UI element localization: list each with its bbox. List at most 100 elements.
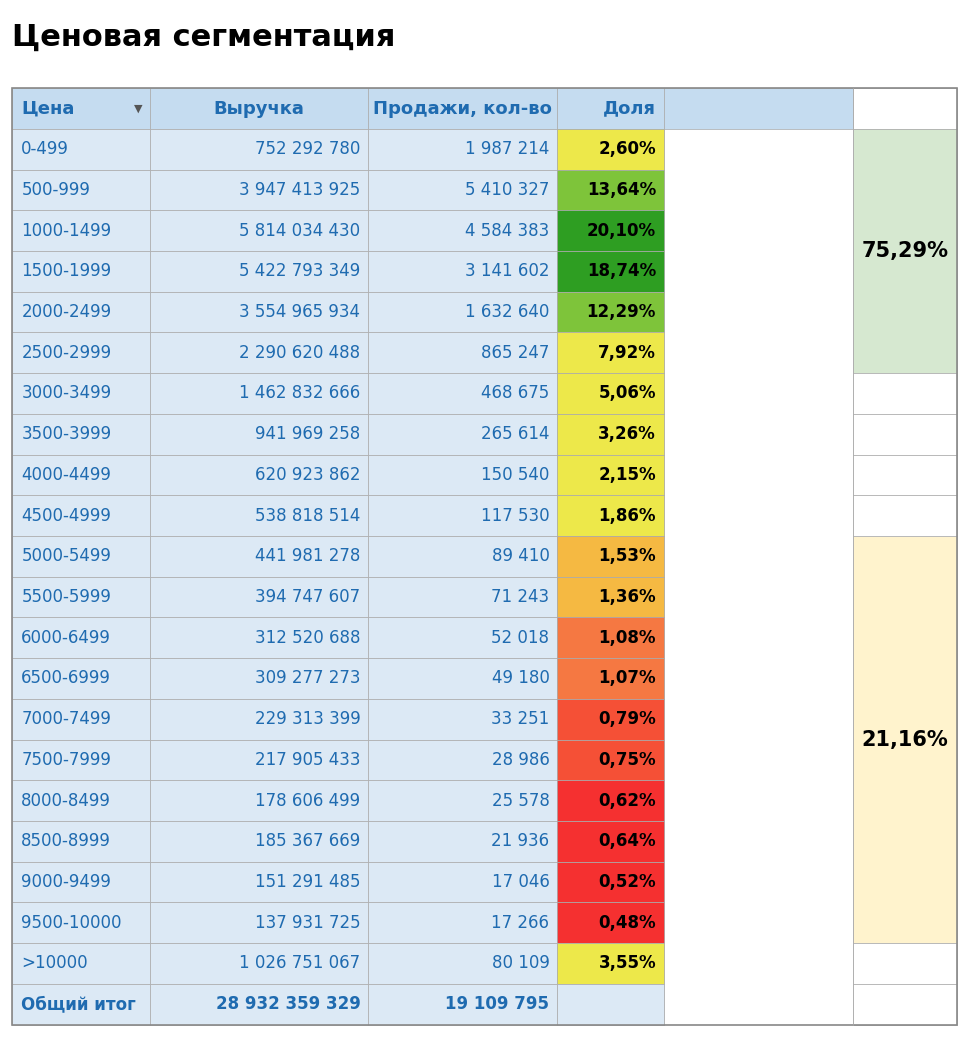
Bar (368, 739, 557, 780)
Bar (368, 577, 557, 617)
Bar (12, 902, 150, 943)
Bar (557, 577, 664, 617)
Bar (368, 496, 557, 536)
Text: 1,36%: 1,36% (599, 588, 656, 606)
Text: 178 606 499: 178 606 499 (256, 791, 360, 810)
Bar (150, 211, 368, 251)
Text: 5500-5999: 5500-5999 (21, 588, 111, 606)
Text: Ценовая сегментация: Ценовая сегментация (12, 23, 395, 52)
Bar (12, 414, 150, 454)
Bar (150, 333, 368, 373)
Bar (557, 984, 664, 1025)
Text: 75,29%: 75,29% (861, 241, 949, 261)
Text: 151 291 485: 151 291 485 (255, 873, 360, 891)
Bar (368, 291, 557, 333)
Bar (557, 251, 664, 291)
Text: 8500-8999: 8500-8999 (21, 833, 111, 850)
Text: 1 632 640: 1 632 640 (465, 303, 549, 321)
Bar (12, 699, 150, 739)
Bar (557, 536, 664, 577)
Bar (557, 291, 664, 333)
Bar (12, 780, 150, 821)
Text: 0,64%: 0,64% (599, 833, 656, 850)
Bar (557, 496, 664, 536)
Text: 865 247: 865 247 (481, 344, 549, 362)
Bar (368, 984, 557, 1025)
Text: 4000-4499: 4000-4499 (21, 466, 111, 484)
Bar (557, 902, 664, 943)
Text: 20,10%: 20,10% (587, 222, 656, 240)
Text: 52 018: 52 018 (491, 628, 549, 647)
Text: 12,29%: 12,29% (586, 303, 656, 321)
Bar (557, 373, 664, 414)
Text: 1,53%: 1,53% (599, 548, 656, 565)
Bar (557, 617, 664, 658)
Text: 28 986: 28 986 (491, 751, 549, 768)
Text: 5 422 793 349: 5 422 793 349 (239, 262, 360, 280)
Text: 3,26%: 3,26% (598, 425, 656, 443)
Text: 89 410: 89 410 (491, 548, 549, 565)
Text: 2,60%: 2,60% (599, 140, 656, 159)
Bar (368, 536, 557, 577)
Text: 49 180: 49 180 (491, 670, 549, 688)
Text: 1,86%: 1,86% (599, 507, 656, 525)
Bar (557, 333, 664, 373)
Bar (557, 454, 664, 496)
Text: 1 987 214: 1 987 214 (465, 140, 549, 159)
Bar (12, 658, 150, 699)
Bar (557, 414, 664, 454)
Bar (557, 251, 664, 291)
Text: 5 814 034 430: 5 814 034 430 (239, 222, 360, 240)
Text: 2,15%: 2,15% (599, 466, 656, 484)
Bar (12, 88, 150, 129)
Bar (557, 373, 664, 414)
Text: 18,74%: 18,74% (587, 262, 656, 280)
Text: 941 969 258: 941 969 258 (255, 425, 360, 443)
Bar (557, 943, 664, 984)
Bar (853, 129, 957, 373)
Text: 7000-7499: 7000-7499 (21, 710, 111, 728)
Text: 752 292 780: 752 292 780 (255, 140, 360, 159)
Bar (368, 902, 557, 943)
Bar (12, 577, 150, 617)
Bar (557, 577, 664, 617)
Text: 185 367 669: 185 367 669 (255, 833, 360, 850)
Bar (12, 821, 150, 862)
Text: 0,48%: 0,48% (599, 914, 656, 932)
Bar (557, 821, 664, 862)
Text: 7,92%: 7,92% (598, 344, 656, 362)
Bar (557, 699, 664, 739)
Text: 1 026 751 067: 1 026 751 067 (239, 954, 360, 973)
Text: 2000-2499: 2000-2499 (21, 303, 111, 321)
Text: 1,07%: 1,07% (599, 670, 656, 688)
Bar (150, 984, 368, 1025)
Text: 500-999: 500-999 (21, 180, 90, 199)
Text: 0,62%: 0,62% (599, 791, 656, 810)
Bar (150, 617, 368, 658)
Bar (150, 251, 368, 291)
Text: 2500-2999: 2500-2999 (21, 344, 111, 362)
Bar (12, 943, 150, 984)
Bar (557, 170, 664, 211)
Text: 0,75%: 0,75% (599, 751, 656, 768)
Text: 309 277 273: 309 277 273 (255, 670, 360, 688)
Bar (12, 129, 150, 170)
Bar (557, 821, 664, 862)
Bar (150, 821, 368, 862)
Bar (853, 536, 957, 943)
Text: 28 932 359 329: 28 932 359 329 (215, 996, 360, 1013)
Bar (368, 943, 557, 984)
Text: 3500-3999: 3500-3999 (21, 425, 111, 443)
Bar (853, 373, 957, 414)
Bar (150, 699, 368, 739)
Text: 4500-4999: 4500-4999 (21, 507, 111, 525)
Bar (557, 211, 664, 251)
Bar (853, 88, 957, 129)
Bar (557, 780, 664, 821)
Text: 229 313 399: 229 313 399 (255, 710, 360, 728)
Bar (368, 454, 557, 496)
Bar (557, 536, 664, 577)
Bar (368, 699, 557, 739)
Bar (368, 88, 557, 129)
Text: 0,79%: 0,79% (598, 710, 656, 728)
